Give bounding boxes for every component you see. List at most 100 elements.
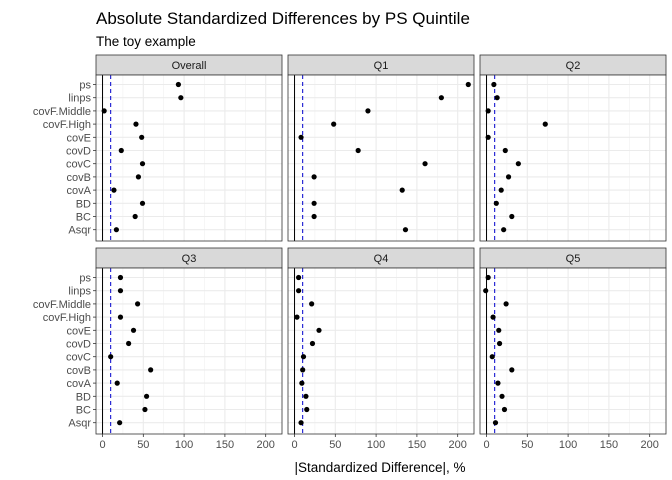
data-point-ps [175,81,181,88]
data-point-ps [485,274,491,281]
data-point-linps [296,288,302,294]
y-tick-label: ps [79,273,91,285]
panel-background [480,268,666,434]
data-point-asqr [113,227,119,233]
y-tick-label: covF.Middle [33,299,91,311]
panel-background [96,268,282,434]
panel-background [288,268,474,434]
data-point-bd [143,393,150,399]
data-point-cove [316,327,322,333]
facet-strip-label: Q1 [374,60,389,72]
data-point-bd [303,393,309,399]
data-point-bd [139,200,146,206]
data-point-bd [493,200,499,206]
data-point-cova [495,380,501,386]
facet-strip-label: Q5 [566,253,581,265]
data-point-cova [114,380,120,386]
x-tick-label: 100 [175,439,193,451]
panel-border [287,267,475,435]
data-point-covb [505,174,512,180]
facet-panel-q5: Q5 0 50 100 150 200 [479,247,667,451]
y-tick-label: covB [67,365,91,377]
x-tick-label: 50 [521,439,533,451]
data-point-covd [309,340,316,347]
data-point-bc [132,213,138,220]
y-tick-label: covD [66,146,91,158]
x-tick-label: 150 [600,439,618,451]
y-tick-label: covE [67,132,91,144]
data-point-bd [499,393,505,399]
data-point-covf-high [542,121,548,127]
y-tick-label: covF.Middle [33,106,91,118]
data-point-bd [311,200,317,206]
data-point-cova [299,380,305,386]
data-point-cove [496,327,502,333]
data-point-covc [489,354,495,360]
facet-panel-q1: Q1 [287,54,475,242]
x-axis-label: |Standardized Difference|, % [294,460,465,475]
y-tick-label: ps [79,80,91,92]
x-tick-label: 50 [329,439,341,451]
x-tick-label: 0 [99,439,105,451]
data-point-bc [311,213,317,220]
x-tick-label: 150 [216,439,234,451]
x-tick-label: 200 [449,439,467,451]
data-point-covf-middle [485,108,491,114]
data-point-covf-middle [365,108,371,114]
data-point-bc [304,406,310,413]
data-point-covd [355,147,361,154]
data-point-asqr [501,227,507,233]
gridlines [288,268,474,434]
y-tick-label: BD [76,391,91,403]
y-tick-label: covE [67,325,91,337]
data-point-covb [311,174,317,180]
data-point-covf-high [331,121,337,127]
data-point-ps [117,274,124,281]
data-point-cove [130,327,137,333]
data-point-linps [117,288,124,294]
data-point-cova [498,187,504,193]
panel-grid: OverallpslinpscovF.MiddlecovF.HighcovEco… [33,54,667,451]
data-point-bc [501,406,508,413]
panel-border [95,267,283,435]
data-point-covd [496,340,503,347]
data-point-linps [483,288,489,294]
data-point-asqr [492,420,499,426]
panel-border [479,74,667,242]
x-tick-label: 100 [367,439,385,451]
chart-subtitle: The toy example [96,34,196,49]
panel-border [479,267,667,435]
data-point-covb [135,174,142,180]
x-tick-label: 0 [483,439,489,451]
x-tick-label: 100 [559,439,577,451]
data-point-covd [502,147,508,154]
data-point-covd [126,340,132,347]
facet-strip-label: Overall [172,60,207,72]
data-point-covb [300,367,306,373]
data-point-covf-middle [503,301,509,307]
data-point-bc [142,406,148,413]
facet-panel-q3: Q3pslinpscovF.MiddlecovF.HighcovEcovDcov… [33,247,283,451]
y-tick-label: covC [66,352,91,364]
panel-border [95,74,283,242]
y-tick-label: BD [76,198,91,210]
gridlines [288,75,474,241]
data-point-linps [438,95,444,101]
y-tick-label: covD [66,339,91,351]
data-point-covf-middle [101,108,107,114]
data-point-cova [111,187,117,193]
y-tick-label: linps [68,286,91,298]
facet-strip-label: Q4 [374,253,389,265]
data-point-covc [139,161,146,167]
data-point-covf-high [133,121,139,127]
data-point-covb [509,367,515,373]
x-tick-label: 200 [641,439,659,451]
data-point-ps [491,81,497,88]
data-point-covf-middle [309,301,315,307]
facet-panel-q4: Q4 0 50 100 150 200 [287,247,475,451]
gridlines [96,268,282,434]
y-tick-label: covA [67,378,92,390]
facet-strip-label: Q2 [566,60,581,72]
